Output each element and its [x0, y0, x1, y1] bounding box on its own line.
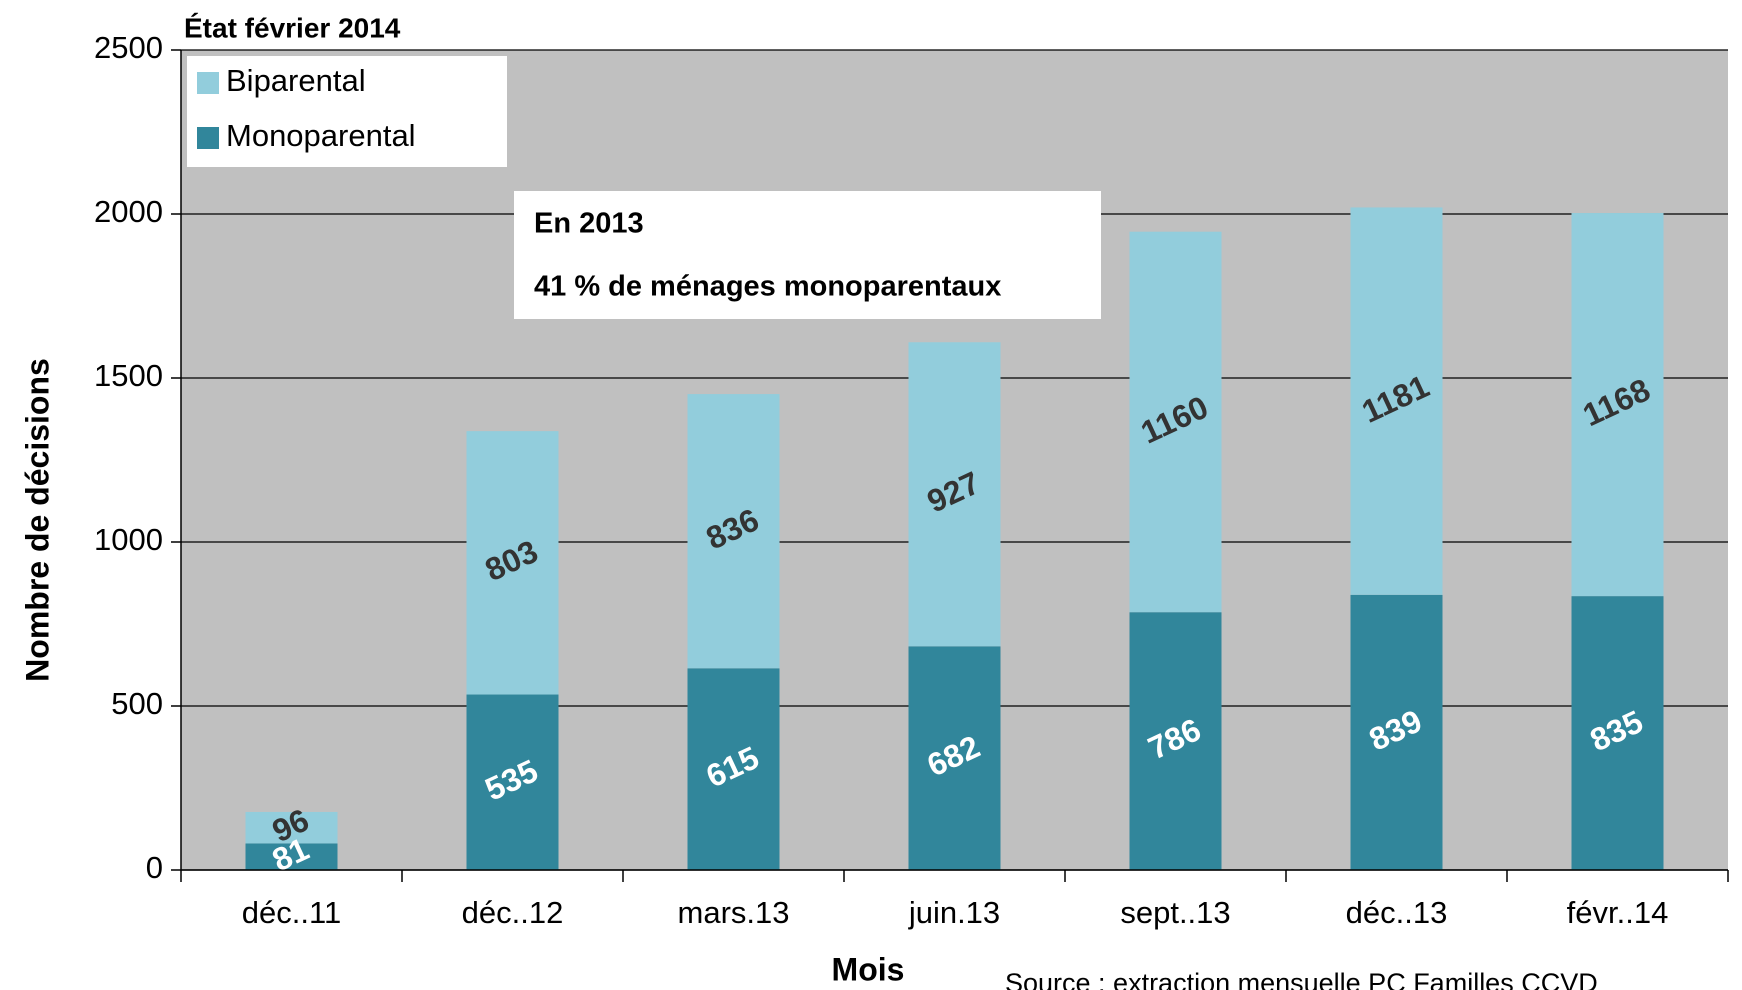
bar-segment	[245, 811, 338, 844]
bar-segment	[908, 342, 1001, 647]
annotation-box	[514, 191, 1101, 319]
x-tick-label: févr..14	[1567, 895, 1669, 930]
bar-segment	[908, 646, 1001, 870]
y-tick-label: 2000	[94, 194, 163, 229]
bar-segment	[687, 668, 780, 870]
bar-segment	[1350, 594, 1443, 870]
y-tick-label: 0	[146, 850, 163, 885]
legend-swatch	[197, 72, 219, 94]
bar-segment	[1129, 231, 1222, 613]
legend	[187, 56, 507, 167]
x-tick-label: déc..13	[1346, 895, 1448, 930]
bar-segment	[466, 431, 559, 695]
x-tick-label: mars.13	[678, 895, 790, 930]
y-axis-label: Nombre de décisions	[19, 358, 55, 682]
bar-segment	[466, 694, 559, 870]
x-tick-label: déc..11	[242, 895, 341, 930]
legend-swatch	[197, 127, 219, 149]
bar-segment	[1129, 612, 1222, 870]
source: Source : extraction mensuelle PC Famille…	[1005, 968, 1598, 990]
x-tick-label: juin.13	[908, 895, 1000, 930]
bar-segment	[1571, 596, 1664, 870]
x-axis-label: Mois	[832, 951, 905, 987]
bar-segment	[1350, 207, 1443, 595]
annotation: En 2013	[534, 208, 644, 240]
bar-segment	[1571, 213, 1664, 597]
y-tick-label: 1500	[94, 358, 163, 393]
x-tick-label: sept..13	[1120, 895, 1230, 930]
annotation: 41 % de ménages monoparentaux	[534, 271, 1001, 303]
y-tick-label: 500	[111, 686, 163, 721]
x-tick-label: déc..12	[462, 895, 564, 930]
y-tick-label: 1000	[94, 522, 163, 557]
bar-segment	[687, 394, 780, 669]
y-tick-label: 2500	[94, 30, 163, 65]
legend-label: Biparental	[226, 63, 366, 98]
chart-title: État février 2014	[184, 12, 401, 43]
legend-label: Monoparental	[226, 118, 416, 153]
bar-segment	[245, 843, 338, 870]
